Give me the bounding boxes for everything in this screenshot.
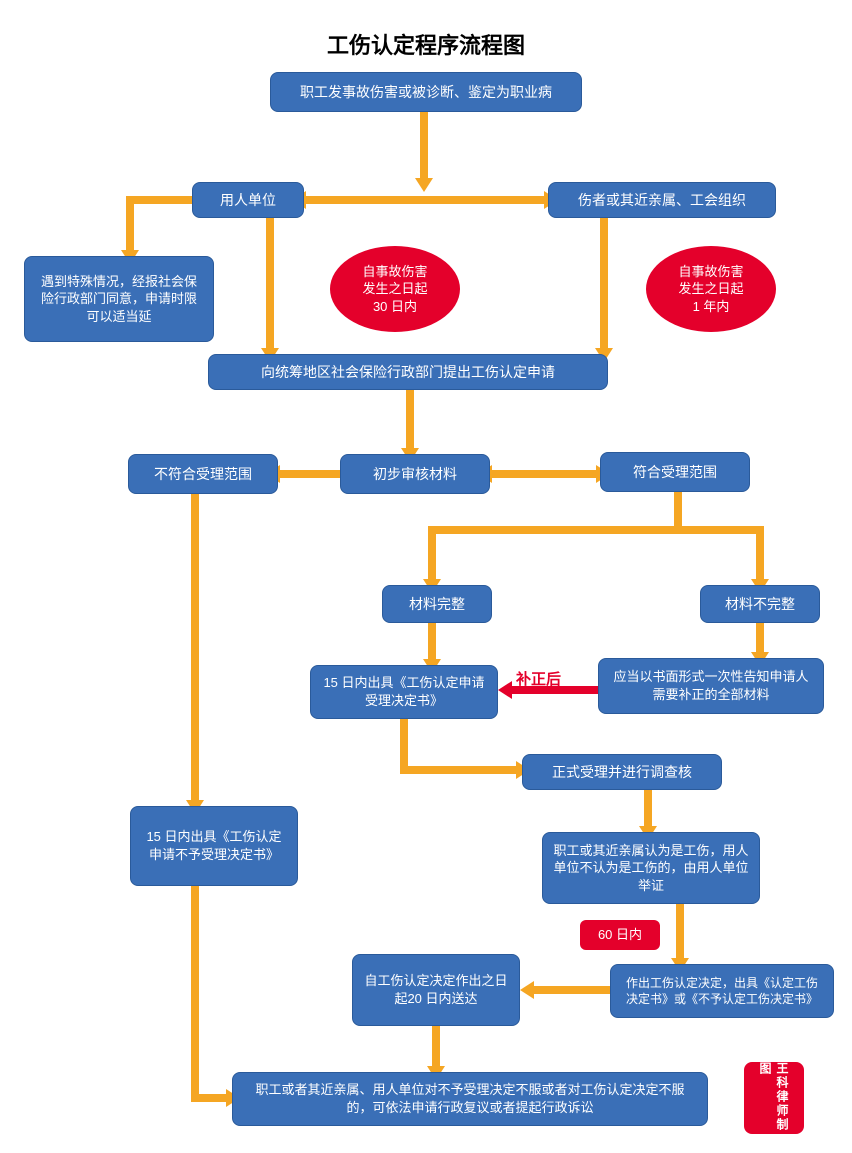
arrow-a3-v (126, 196, 134, 254)
node-accepted: 符合受理范围 (600, 452, 750, 492)
node-reject-15: 15 日内出具《工伤认定申请不予受理决定书》 (130, 806, 298, 886)
node-not-accepted: 不符合受理范围 (128, 454, 278, 494)
node-1year: 自事故伤害 发生之日起 1 年内 (646, 246, 776, 332)
node-formal-investigate: 正式受理并进行调查核 (522, 754, 722, 790)
arrow-a10-v2 (428, 526, 436, 583)
arrow-a15 (644, 790, 652, 830)
arrow-a16 (676, 904, 684, 962)
arrow-a11 (428, 623, 436, 663)
arrow-a3-h (130, 196, 192, 204)
arrow-a17 (532, 986, 610, 994)
arrow-a4 (266, 218, 274, 352)
arrow-a14-h (400, 766, 520, 774)
node-30days: 自事故伤害 发生之日起 30 日内 (330, 246, 460, 332)
arrow-a1-head (415, 178, 433, 192)
author-stamp: 王科律师制图 (744, 1062, 804, 1134)
arrow-a2 (304, 196, 548, 204)
arrow-a1 (420, 112, 428, 182)
arrow-a7 (278, 470, 340, 478)
node-burden-proof: 职工或其近亲属认为是工伤，用人单位不认为是工伤的，由用人单位举证 (542, 832, 760, 904)
arrow-a10-v3 (756, 526, 764, 583)
arrow-a19-v (191, 886, 199, 1098)
arrow-a17-head (520, 981, 534, 999)
arrow-a8 (490, 470, 600, 478)
node-notify-supplement: 应当以书面形式一次性告知申请人需要补正的全部材料 (598, 658, 824, 714)
arrow-a6 (406, 390, 414, 452)
arrow-a5 (600, 218, 608, 352)
node-complete-materials: 材料完整 (382, 585, 492, 623)
node-injured-family-union: 伤者或其近亲属、工会组织 (548, 182, 776, 218)
arrow-a10-h (428, 526, 764, 534)
node-decision-issue: 作出工伤认定决定，出具《认定工伤决定书》或《不予认定工伤决定书》 (610, 964, 834, 1018)
node-incomplete-materials: 材料不完整 (700, 585, 820, 623)
arrow-a13-head (498, 681, 512, 699)
arrow-a18 (432, 1026, 440, 1070)
arrow-a9 (191, 494, 199, 804)
node-initial-review: 初步审核材料 (340, 454, 490, 494)
node-deliver-20: 自工伤认定决定作出之日起20 日内送达 (352, 954, 520, 1026)
label-after-supplement: 补正后 (516, 668, 561, 689)
node-start: 职工发事故伤害或被诊断、鉴定为职业病 (270, 72, 582, 112)
node-issue-accept-15: 15 日内出具《工伤认定申请受理决定书》 (310, 665, 498, 719)
node-employer: 用人单位 (192, 182, 304, 218)
chart-title: 工伤认定程序流程图 (0, 28, 852, 60)
node-appeal: 职工或者其近亲属、用人单位对不予受理决定不服或者对工伤认定决定不服的，可依法申请… (232, 1072, 708, 1126)
arrow-a19-h (191, 1094, 230, 1102)
node-60days: 60 日内 (580, 920, 660, 950)
node-apply-admin: 向统筹地区社会保险行政部门提出工伤认定申请 (208, 354, 608, 390)
node-special-extension: 遇到特殊情况，经报社会保险行政部门同意，申请时限可以适当延 (24, 256, 214, 342)
